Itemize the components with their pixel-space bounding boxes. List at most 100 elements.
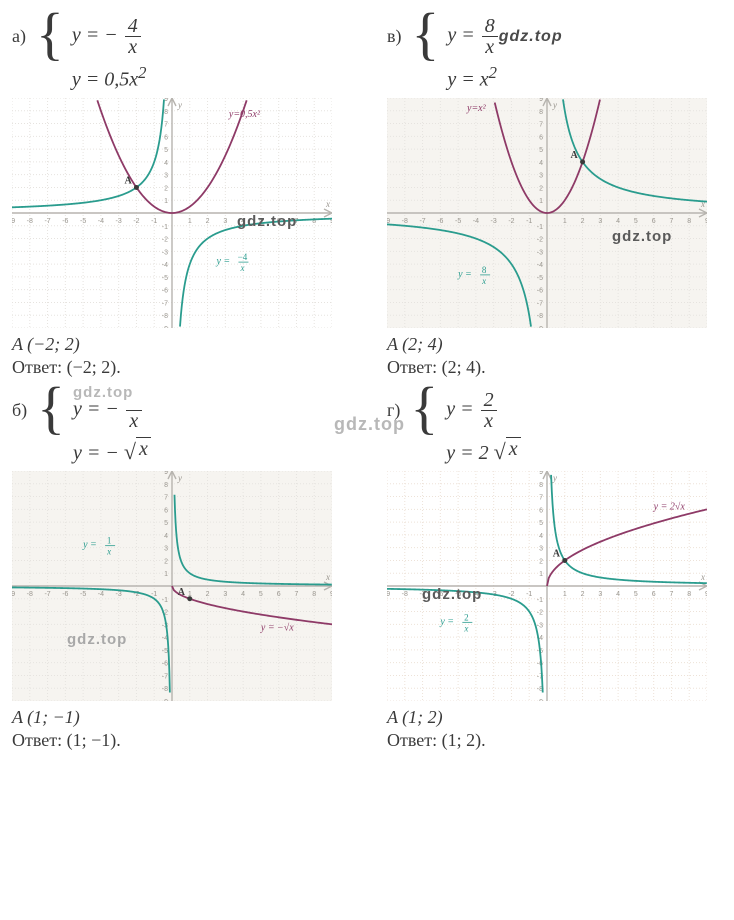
chart-v: -9-8-7-6-5-4-3-2-1123456789-9-8-7-6-5-4-…: [387, 98, 707, 328]
answer-b-val: (1; −1).: [67, 730, 121, 750]
svg-text:-7: -7: [44, 591, 50, 598]
svg-text:-2: -2: [537, 609, 543, 616]
svg-text:1: 1: [164, 198, 168, 205]
svg-text:-5: -5: [537, 275, 543, 282]
svg-text:2: 2: [164, 558, 168, 565]
svg-text:2: 2: [206, 218, 210, 225]
svg-text:-8: -8: [27, 218, 33, 225]
eq-g-1: y = 2 x: [446, 390, 520, 431]
pointA-b: A (1; −1): [12, 707, 347, 728]
svg-text:y =: y =: [439, 616, 454, 627]
equations-v: y = 8 x gdz.top y = x2: [447, 12, 562, 92]
answer-v-val: (2; 4).: [442, 357, 486, 377]
svg-text:A: A: [571, 150, 579, 161]
answer-b-label: Ответ:: [12, 730, 62, 750]
svg-text:-9: -9: [12, 218, 15, 225]
eq-a-2-sup: 2: [138, 63, 146, 82]
chart-a: -9-8-7-6-5-4-3-2-1123456789-9-8-7-6-5-4-…: [12, 98, 332, 328]
svg-text:1: 1: [563, 218, 567, 225]
problem-v: в) { y = 8 x gdz.top y = x2 -9-8-7-6-5: [387, 12, 722, 378]
problem-a-head: а) { y = − 4 x y = 0,5x2: [12, 12, 347, 92]
frac-num: 8: [482, 16, 498, 36]
svg-text:4: 4: [539, 533, 543, 540]
svg-text:-4: -4: [162, 262, 168, 269]
svg-text:1: 1: [563, 591, 567, 598]
svg-text:4: 4: [616, 218, 620, 225]
eq-a-2: y = 0,5x2: [72, 63, 147, 92]
svg-text:5: 5: [539, 147, 543, 154]
problem-b: б) { gdz.top y = − 1 x y = − √ x: [12, 386, 347, 751]
svg-text:-7: -7: [419, 218, 425, 225]
sqrt-g: √ x: [494, 437, 521, 461]
svg-text:6: 6: [539, 507, 543, 514]
svg-text:−4: −4: [238, 252, 248, 262]
eq-b-1: y = − 1 x: [73, 390, 151, 431]
svg-text:-5: -5: [455, 218, 461, 225]
svg-text:A: A: [553, 548, 561, 559]
svg-text:-3: -3: [491, 218, 497, 225]
svg-text:y=x²: y=x²: [466, 102, 487, 113]
answer-g: Ответ: (1; 2).: [387, 730, 722, 751]
svg-text:-6: -6: [437, 591, 443, 598]
eq-g-2: y = 2 √ x: [446, 437, 520, 465]
svg-text:4: 4: [616, 591, 620, 598]
sqrt-b: √ x: [124, 437, 151, 461]
chart-b: -9-8-7-6-5-4-3-2-1123456789-9-8-7-6-5-4-…: [12, 471, 332, 701]
svg-text:6: 6: [277, 591, 281, 598]
answer-a-val: (−2; 2).: [67, 357, 121, 377]
svg-text:4: 4: [241, 218, 245, 225]
svg-text:8: 8: [312, 591, 316, 598]
svg-text:8: 8: [164, 481, 168, 488]
svg-text:8: 8: [164, 108, 168, 115]
svg-text:-5: -5: [80, 218, 86, 225]
svg-text:3: 3: [223, 591, 227, 598]
svg-text:-1: -1: [537, 223, 543, 230]
svg-text:-8: -8: [162, 686, 168, 693]
svg-text:8: 8: [539, 481, 543, 488]
svg-text:9: 9: [330, 591, 332, 598]
svg-text:y =: y =: [457, 269, 472, 280]
svg-text:-8: -8: [162, 313, 168, 320]
svg-text:-2: -2: [133, 218, 139, 225]
eq-a-2-body: y = 0,5x: [72, 69, 138, 91]
chart-g: -9-8-7-6-5-4-3-2-1123456789-9-8-7-6-5-4-…: [387, 471, 707, 701]
svg-text:7: 7: [539, 494, 543, 501]
sqrt-arg: x: [506, 437, 521, 461]
pointA-g: A (1; 2): [387, 707, 722, 728]
frac-g-1: 2 x: [481, 390, 497, 431]
svg-text:-4: -4: [98, 218, 104, 225]
svg-text:1: 1: [539, 198, 543, 205]
svg-text:2: 2: [464, 612, 469, 622]
frac-den: x: [125, 37, 140, 57]
brace-icon: {: [37, 386, 65, 430]
svg-text:5: 5: [259, 591, 263, 598]
svg-text:-5: -5: [80, 591, 86, 598]
svg-text:-9: -9: [162, 326, 168, 328]
svg-text:5: 5: [634, 591, 638, 598]
chart-g-wrap: -9-8-7-6-5-4-3-2-1123456789-9-8-7-6-5-4-…: [387, 471, 722, 701]
eq-a-1: y = − 4 x: [72, 16, 147, 57]
problem-g-head: г) { y = 2 x y = 2 √ x: [387, 386, 722, 465]
svg-text:A: A: [178, 586, 186, 597]
svg-text:9: 9: [164, 471, 168, 476]
svg-text:-2: -2: [508, 218, 514, 225]
svg-text:-3: -3: [537, 622, 543, 629]
svg-text:y = −√x: y = −√x: [260, 622, 294, 633]
svg-text:6: 6: [164, 134, 168, 141]
svg-text:-6: -6: [537, 287, 543, 294]
svg-text:-2: -2: [537, 236, 543, 243]
svg-text:x: x: [481, 276, 486, 286]
eq-g-2-pre: y = 2: [446, 442, 488, 464]
svg-text:-3: -3: [537, 249, 543, 256]
svg-text:-8: -8: [27, 591, 33, 598]
svg-text:-8: -8: [402, 218, 408, 225]
chart-b-wrap: -9-8-7-6-5-4-3-2-1123456789-9-8-7-6-5-4-…: [12, 471, 347, 701]
problem-g: г) { y = 2 x y = 2 √ x: [387, 386, 722, 751]
radical-icon: √: [494, 443, 506, 461]
svg-text:x: x: [239, 263, 244, 273]
svg-text:5: 5: [539, 520, 543, 527]
svg-text:-7: -7: [537, 300, 543, 307]
eq-b-2: y = − √ x: [73, 437, 151, 465]
eq-g-1-lhs: y =: [446, 398, 478, 420]
svg-text:y: y: [552, 473, 557, 483]
